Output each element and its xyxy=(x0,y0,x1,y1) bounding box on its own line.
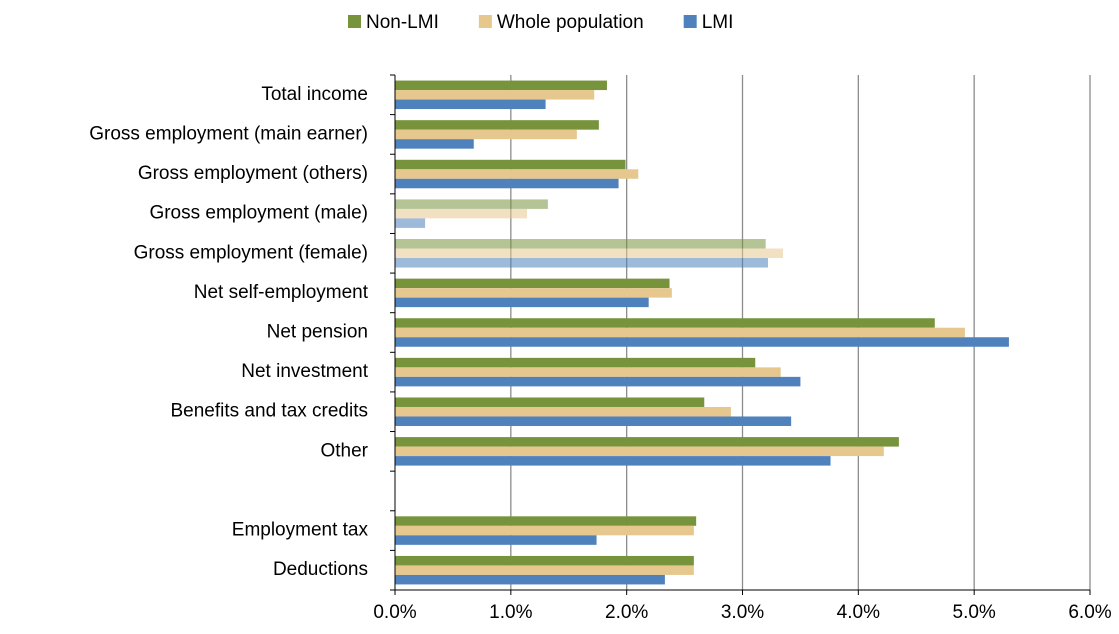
legend-swatch xyxy=(478,15,492,28)
bar xyxy=(395,120,599,130)
bar xyxy=(395,525,694,536)
y-tick-label: Gross employment (female) xyxy=(134,242,368,263)
bar xyxy=(395,258,768,268)
bar xyxy=(395,178,619,189)
y-tick-label: Net pension xyxy=(267,322,368,343)
legend-label: LMI xyxy=(702,12,734,33)
bar xyxy=(395,288,672,298)
bar xyxy=(395,406,731,417)
bar xyxy=(395,248,784,259)
bar xyxy=(395,574,665,585)
bar xyxy=(395,357,756,368)
bar xyxy=(395,367,781,377)
bar xyxy=(395,516,697,526)
legend: Non-LMI Whole population LMI xyxy=(348,12,733,33)
bar xyxy=(395,208,528,219)
x-tick-label: 4.0% xyxy=(837,602,880,623)
legend-swatch xyxy=(348,15,361,28)
bar xyxy=(395,456,831,466)
x-tick-label: 3.0% xyxy=(721,602,764,623)
y-tick-label: Gross employment (main earner) xyxy=(89,123,368,144)
bar xyxy=(395,337,1009,347)
bar xyxy=(395,139,474,149)
y-tick-label: Employment tax xyxy=(232,520,369,541)
bar xyxy=(395,278,670,289)
bar xyxy=(395,297,649,308)
y-tick-label: Gross employment (others) xyxy=(138,163,368,184)
bar xyxy=(395,318,935,328)
legend-label: Whole population xyxy=(497,12,644,33)
bar xyxy=(395,535,597,545)
y-tick-label: Total income xyxy=(261,84,368,105)
y-tick-label: Benefits and tax credits xyxy=(171,401,369,422)
x-tick-label: 2.0% xyxy=(605,602,648,623)
bar xyxy=(395,99,546,110)
x-tick-label: 5.0% xyxy=(953,602,996,623)
bar xyxy=(395,129,577,140)
bar xyxy=(395,555,694,566)
bar xyxy=(395,437,899,447)
y-tick-label: Deductions xyxy=(273,559,368,580)
bar xyxy=(395,90,595,100)
bar xyxy=(395,239,766,249)
bar xyxy=(395,169,639,179)
y-tick-label: Net self-employment xyxy=(194,282,369,303)
bar xyxy=(395,80,607,91)
x-tick-label: 1.0% xyxy=(489,602,532,623)
bar xyxy=(395,218,426,228)
bar xyxy=(395,416,792,426)
bar xyxy=(395,446,884,457)
bar xyxy=(395,397,705,407)
bar xyxy=(395,199,548,209)
bar xyxy=(395,376,801,387)
x-tick-label: 0.0% xyxy=(373,602,416,623)
bar xyxy=(395,159,626,170)
x-tick-label: 6.0% xyxy=(1068,602,1111,623)
legend-label: Non-LMI xyxy=(366,12,439,33)
legend-swatch xyxy=(683,15,697,28)
bar xyxy=(395,565,694,575)
bar xyxy=(395,327,965,338)
y-tick-label: Net investment xyxy=(241,361,368,382)
y-tick-label: Gross employment (male) xyxy=(149,203,368,224)
y-tick-label: Other xyxy=(320,440,368,461)
